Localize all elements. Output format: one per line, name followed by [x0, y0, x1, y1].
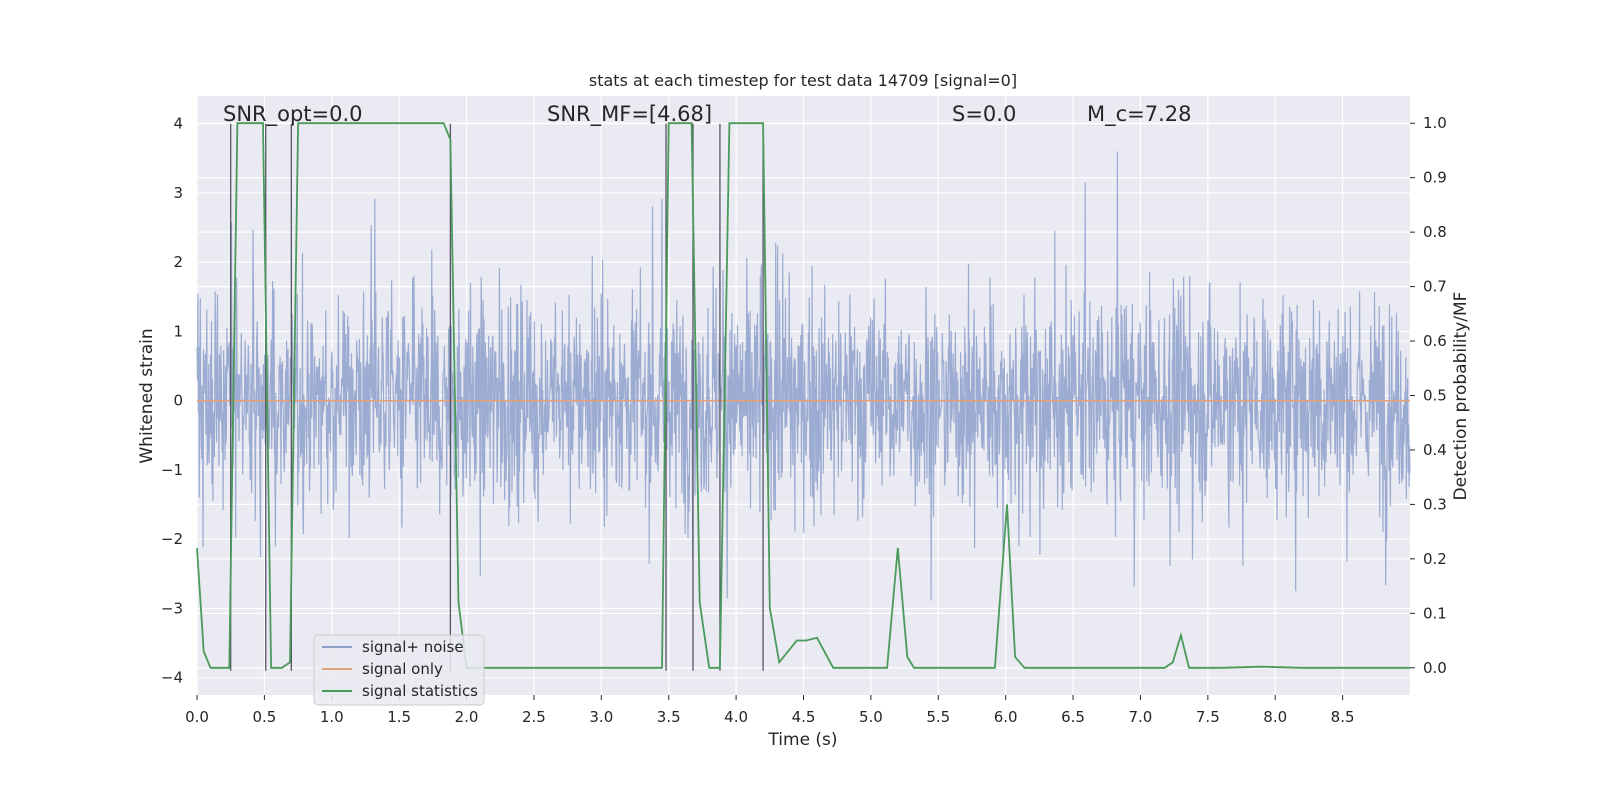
legend-box [313, 634, 485, 706]
signal-statistics-line [196, 122, 1410, 669]
y-tick-label: −3 [161, 599, 183, 617]
x-tick-label: 2.0 [455, 708, 479, 726]
y-tick-label: 3 [173, 184, 183, 202]
x-tick-label: 3.0 [589, 708, 613, 726]
annotation-snr-mf: SNR_MF=[4.68] [547, 102, 712, 127]
annotations: SNR_opt=0.0 SNR_MF=[4.68] S=0.0 M_c=7.28 [223, 102, 1192, 127]
x-tick-label: 5.5 [926, 708, 950, 726]
y2-tick-label: 0.3 [1423, 495, 1447, 513]
y2-tick-label: 0.7 [1423, 278, 1447, 296]
x-tick-label: 1.5 [387, 708, 411, 726]
x-tick-label: 6.0 [994, 708, 1018, 726]
x-tick-label: 5.0 [859, 708, 883, 726]
x-tick-label: 7.0 [1129, 708, 1153, 726]
y2-axis-ticks: 0.0 0.1 0.2 0.3 0.4 0.5 0.6 0.7 0.8 0.9 1.0 [1410, 114, 1447, 677]
y-tick-label: 1 [173, 322, 183, 340]
y2-tick-label: 1.0 [1423, 114, 1447, 132]
y2-tick-label: 0.9 [1423, 169, 1447, 187]
signal-statistics-series [196, 122, 1410, 669]
y2-tick-label: 0.6 [1423, 332, 1447, 350]
x-tick-label: 2.5 [522, 708, 546, 726]
signal-noise-series [196, 151, 1411, 601]
y-tick-label: 0 [173, 392, 183, 410]
y-axis-ticks: −4 −3 −2 −1 0 1 2 3 4 [161, 115, 183, 687]
x-tick-label: 8.5 [1331, 708, 1355, 726]
y-axis-label: Whitened strain [137, 328, 157, 463]
annotation-snr-opt: SNR_opt=0.0 [223, 102, 363, 127]
y2-tick-label: 0.5 [1423, 387, 1447, 405]
y-tick-label: 4 [173, 115, 183, 133]
x-tick-label: 3.5 [657, 708, 681, 726]
x-tick-label: 0.0 [185, 708, 209, 726]
x-tick-label: 4.0 [724, 708, 748, 726]
signal-noise-line [196, 151, 1411, 601]
chart-title: stats at each timestep for test data 147… [589, 71, 1017, 90]
x-tick-label: 4.5 [792, 708, 816, 726]
annotation-s: S=0.0 [952, 102, 1016, 126]
x-axis-label: Time (s) [767, 730, 837, 750]
legend: signal+ noise signal only signal statist… [313, 634, 485, 706]
x-tick-label: 0.5 [252, 708, 276, 726]
x-tick-label: 6.5 [1061, 708, 1085, 726]
y2-tick-label: 0.1 [1423, 604, 1447, 622]
legend-label-signal-statistics: signal statistics [362, 682, 478, 700]
y2-tick-label: 0.8 [1423, 223, 1447, 241]
legend-label-signal-noise: signal+ noise [362, 638, 464, 656]
annotation-mc: M_c=7.28 [1087, 102, 1192, 127]
y-tick-label: −1 [161, 461, 183, 479]
x-tick-label: 7.5 [1196, 708, 1220, 726]
y-tick-label: −2 [161, 530, 183, 548]
y2-tick-label: 0.0 [1423, 659, 1447, 677]
y-tick-label: −4 [161, 669, 183, 687]
legend-label-signal-only: signal only [362, 660, 443, 678]
x-tick-label: 8.0 [1263, 708, 1287, 726]
y-tick-label: 2 [173, 253, 183, 271]
y2-tick-label: 0.4 [1423, 441, 1447, 459]
x-tick-label: 1.0 [320, 708, 344, 726]
y2-axis-label: Detection probability/MF [1451, 292, 1471, 501]
y2-tick-label: 0.2 [1423, 550, 1447, 568]
x-axis-ticks: 0.0 0.5 1.0 1.5 2.0 2.5 3.0 3.5 4.0 4.5 5.0 5.5 6.0 6… [185, 695, 1355, 726]
